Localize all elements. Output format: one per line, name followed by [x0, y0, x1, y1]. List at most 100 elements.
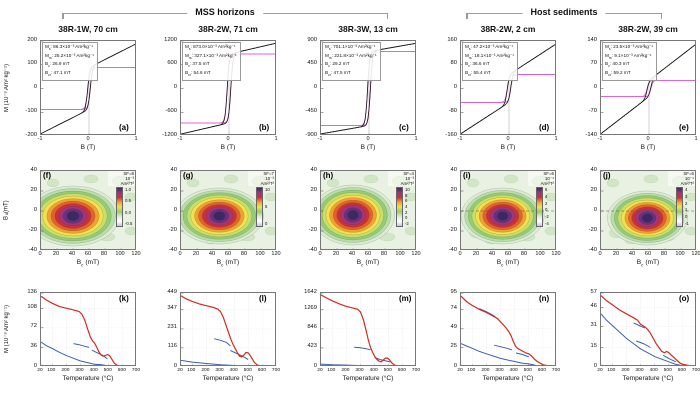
stat-line: Mrs: 9.1×10⁻³ Am²kg⁻¹: [605, 52, 652, 60]
stat-line: Mrs: 25.2×10⁻³ Am²kg⁻¹: [45, 52, 94, 60]
noise-contour: [503, 174, 519, 184]
cooling-segment: [214, 338, 231, 347]
panel-letter: (d): [539, 123, 550, 132]
x-tick-label: -1: [317, 136, 323, 142]
colorbar-unit-label: Am²/T²: [108, 181, 135, 186]
panel-letter: (c): [399, 123, 409, 132]
x-tick-label: 20: [457, 368, 463, 373]
stat-line: Ms: 86.3×10⁻³ Am²kg⁻¹: [45, 44, 93, 51]
x-tick-label: 400: [509, 368, 518, 373]
colorbar-tick-label: -2: [545, 214, 549, 220]
sample-title-1: 38R-1W, 70 cm: [58, 24, 118, 34]
x-tick-label: 100: [535, 251, 545, 257]
thermomag-panel-o: 0 15 31 46 57 (o) 20 100 200 300 400 500 600 700 Tempe…: [560, 288, 700, 400]
thermomag-plot: [461, 293, 555, 365]
hysteresis-panel-d: -160 -80 0 80 160 Ms: 47.2×10⁻³ Am²kg⁻¹ Mrs: 1…: [420, 36, 560, 162]
y-tick-label: 40: [450, 166, 457, 173]
colorbar: SF=8 10⁻³ Am²/T² 1.0 0.5 0.0 -0.5: [108, 171, 135, 227]
noise-contour: [124, 226, 135, 236]
heating-curve: [181, 295, 260, 365]
y-tick-label: -20: [448, 226, 457, 233]
x-tick-label: 120: [411, 251, 421, 257]
group-bracket-host: Host sediments: [466, 7, 662, 20]
colorbar: SF=6 10⁻⁴ Am²/T² 6 4 2 0 -2 -4: [528, 171, 555, 227]
cooling-segment: [91, 349, 108, 360]
cooling-segment: [662, 354, 677, 363]
x-tick-label: 0: [178, 251, 182, 257]
x-tick-label: 120: [691, 251, 700, 257]
colorbar-tick-label: 3: [685, 193, 688, 199]
colorbar-body: 10 8 6 4 2 0 -2: [388, 187, 415, 227]
sample-title-3: 38R-3W, 13 cm: [338, 24, 398, 34]
y-tick-label: -40: [448, 246, 457, 253]
noise-contour: [643, 174, 659, 184]
colorbar-gradient: [536, 187, 543, 227]
plot-area: [320, 292, 416, 366]
x-axis-label: B (T): [80, 144, 96, 151]
group-label-mss: MSS horizons: [187, 7, 263, 17]
x-tick-label: 40: [208, 251, 216, 257]
x-tick-label: 0: [38, 251, 42, 257]
y-tick-label: 0: [173, 84, 177, 90]
x-tick-label: 700: [411, 368, 421, 373]
stats-annotation: Ms: 23.5×10⁻³ Am²kg⁻¹ Mrs: 9.1×10⁻³ Am²kg…: [602, 42, 657, 81]
y-tick-label: 449: [167, 288, 177, 295]
colorbar-unit-label: Am²/T²: [668, 181, 695, 186]
stat-line: Bc: 37.5 mT: [185, 61, 210, 69]
smoothing-factor-label: SF=7: [248, 171, 275, 176]
y-tick-label: 36: [30, 342, 37, 349]
noise-contour: [46, 178, 60, 188]
x-tick-label: 120: [131, 251, 141, 257]
stat-line: Ms: 873.0×10⁻³ Am²kg⁻¹: [185, 44, 236, 51]
x-tick-label: -1: [177, 136, 183, 142]
y-tick-label: 80: [450, 60, 457, 67]
x-tick-label: -1: [37, 136, 43, 142]
y-tick-label: 0: [593, 206, 597, 213]
forc-contour: [66, 211, 80, 221]
colorbar-tick-label: 4: [405, 204, 408, 209]
x-tick-label: 500: [243, 368, 252, 373]
colorbar-gradient: [396, 187, 403, 227]
y-tick-label: 200: [27, 36, 37, 43]
y-tick-label: 160: [447, 36, 457, 43]
y-tick-label: 31: [590, 322, 597, 329]
x-tick-label: 100: [115, 251, 125, 257]
x-tick-label: 0: [598, 251, 602, 257]
panel-letter: (i): [463, 171, 471, 180]
y-tick-label: 140: [587, 36, 597, 43]
x-tick-label: 300: [215, 368, 224, 373]
sample-title-2: 38R-2W, 71 cm: [198, 24, 258, 34]
x-axis-label: B (T): [360, 144, 376, 151]
x-tick-label: 1: [134, 136, 138, 142]
thermomag-plot: [321, 293, 415, 365]
y-tick-label: 49: [450, 324, 457, 331]
stat-line: Ms: 23.5×10⁻³ Am²kg⁻¹: [605, 44, 653, 51]
panel-letter: (n): [539, 294, 550, 303]
x-axis-label: Temperature (°C): [482, 375, 534, 382]
stat-line: Mrs: 221.8×10⁻³ Am²kg⁻¹: [325, 52, 377, 60]
y-tick-label: -20: [28, 226, 37, 233]
stats-annotation: Ms: 86.3×10⁻³ Am²kg⁻¹ Mrs: 25.2×10⁻³ Am²k…: [42, 42, 98, 81]
smoothing-factor-label: SF=6: [528, 171, 555, 176]
hysteresis-panel-e: -140 -70 0 70 140 Ms: 23.5×10⁻³ Am²kg⁻¹ Mrs: 9…: [560, 36, 700, 162]
x-tick-label: 200: [341, 368, 350, 373]
cooling-segment: [633, 322, 646, 329]
y-tick-label: -100: [25, 107, 37, 114]
x-tick-label: 20: [332, 251, 340, 257]
y-tick-label: -20: [308, 226, 317, 233]
stat-line: Bcr: 47.5 mT: [325, 69, 351, 77]
x-tick-label: 0: [226, 136, 230, 142]
y-tick-label: -40: [308, 246, 317, 253]
x-axis-label: Temperature (°C): [202, 375, 254, 382]
x-axis-label: B (T): [500, 144, 516, 151]
thermomag-panel-m: 0 423 846 1269 1642 (m) 20 100 200 300 400 500 600 70…: [280, 288, 420, 400]
stat-line: Bcr: 54.6 mT: [185, 69, 211, 77]
x-tick-label: 80: [380, 251, 388, 257]
x-tick-label: 700: [691, 368, 700, 373]
noise-contour: [124, 192, 135, 202]
panel-letter: (b): [259, 123, 270, 132]
noise-contour: [223, 174, 239, 184]
thermomag-plot: [601, 293, 695, 365]
